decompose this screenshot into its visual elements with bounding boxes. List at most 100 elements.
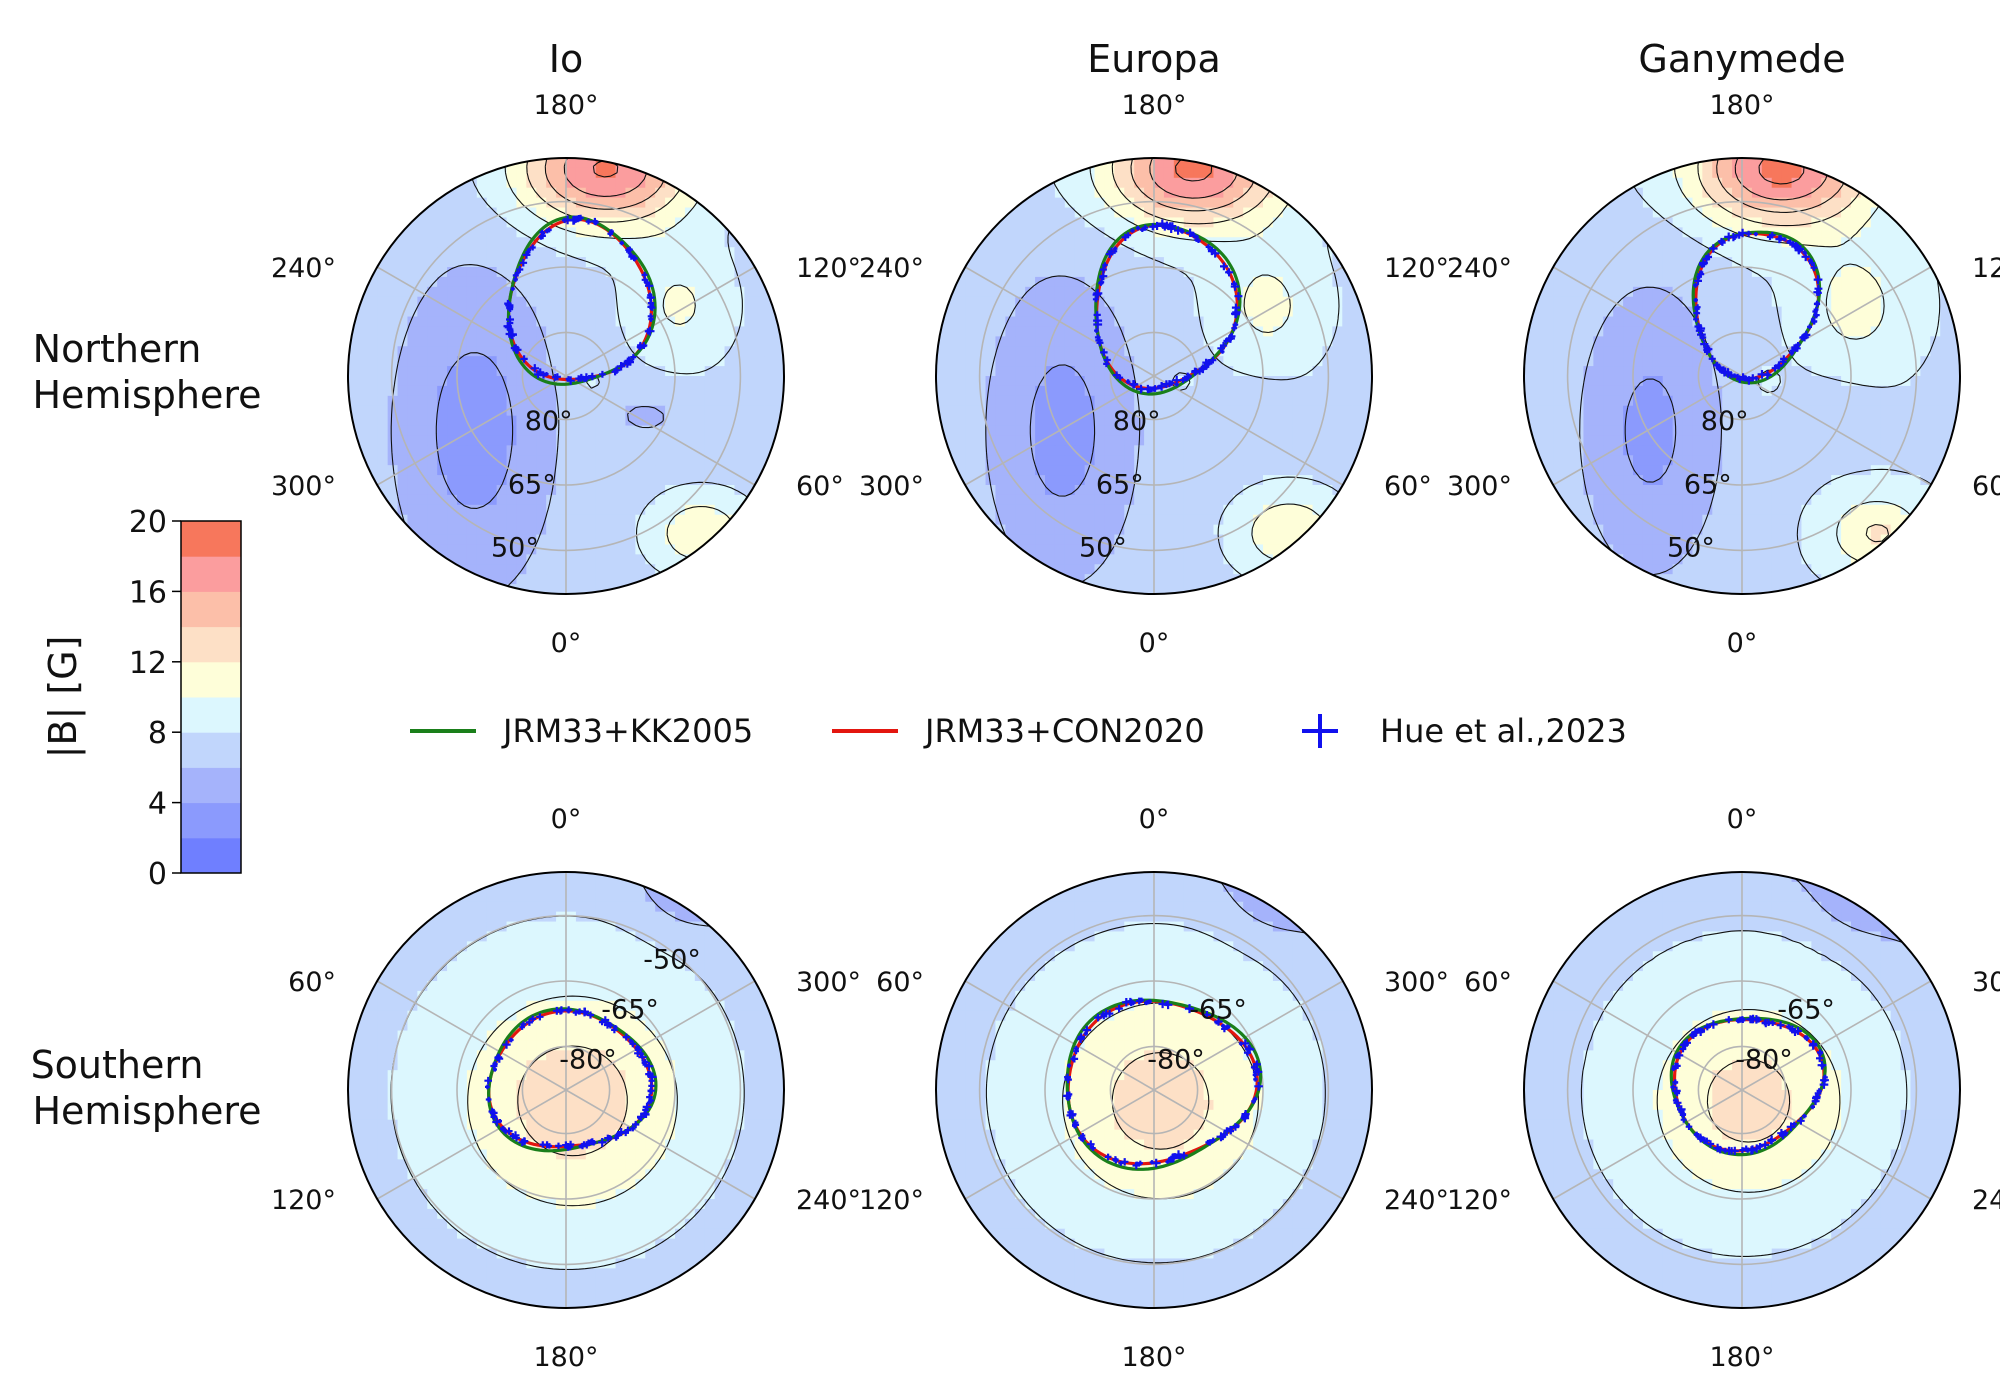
- hue-2023-point: [1105, 250, 1114, 258]
- hue-2023-point: [1064, 1093, 1070, 1099]
- hue-2023-point: [1775, 235, 1784, 244]
- hue-2023-point: [580, 1007, 589, 1016]
- hue-2023-point: [1125, 379, 1131, 384]
- hue-2023-point: [1698, 261, 1705, 268]
- hue-2023-point: [1700, 340, 1709, 349]
- angle-label-lower-right: 60°: [796, 471, 844, 502]
- angle-label-upper-left: 60°: [876, 967, 924, 998]
- hue-2023-point: [1099, 274, 1105, 281]
- angle-label-top: 180°: [1709, 90, 1774, 121]
- hue-2023-point: [1694, 277, 1702, 285]
- footprint-ovals: [503, 214, 657, 386]
- hue-2023-point: [1185, 228, 1195, 237]
- hue-2023-point: [1681, 1040, 1689, 1049]
- hue-2023-point: [510, 344, 518, 352]
- hue-2023-point: [519, 1024, 525, 1030]
- hue-2023-point: [1745, 230, 1752, 237]
- longitude-spoke: [964, 980, 1155, 1091]
- hue-2023-point: [634, 1046, 643, 1054]
- hue-2023-point: [508, 1037, 514, 1043]
- hue-2023-point: [1735, 231, 1743, 239]
- hue-2023-point: [516, 266, 524, 273]
- hue-2023-point: [1193, 368, 1200, 375]
- ring-label: 50°: [1667, 533, 1715, 564]
- hue-2023-point: [1099, 266, 1107, 273]
- ring-label: -50°: [643, 944, 701, 975]
- ring-labels: 80° 65° 50°: [1667, 406, 1749, 563]
- hue-2023-point: [1146, 386, 1153, 393]
- hue-2023-point: [632, 1120, 640, 1129]
- hue-2023-point: [1203, 1011, 1211, 1019]
- polar-grid: [376, 872, 756, 1308]
- hue-2023-point: [1250, 1064, 1257, 1071]
- hue-2023-point: [1801, 252, 1810, 262]
- hue-2023-point: [1132, 1161, 1140, 1170]
- hue-2023-point: [1253, 1077, 1258, 1082]
- ring-labels: 80° 65° 50°: [491, 406, 573, 563]
- hue-2023-point: [1139, 997, 1144, 1003]
- hue-2023-point: [1210, 249, 1220, 258]
- hue-2023-point: [1802, 250, 1807, 255]
- hue-2023-point: [1158, 219, 1167, 228]
- hue-2023-point: [1725, 1016, 1733, 1024]
- hue-2023-point: [1704, 253, 1712, 261]
- contour-field: [348, 872, 784, 1308]
- ring-label: 65°: [508, 469, 556, 500]
- angle-label-lower-left: 120°: [1447, 1185, 1512, 1216]
- hue-2023-point: [1227, 1127, 1234, 1135]
- contour-line: [544, 158, 667, 210]
- angle-label-top: 180°: [533, 90, 598, 121]
- hue-2023-point: [557, 1008, 564, 1015]
- hue-2023-point: [519, 259, 528, 267]
- hue-2023-point: [1708, 355, 1716, 363]
- longitude-spoke: [1153, 1089, 1344, 1200]
- legend-label-con2020: JRM33+CON2020: [923, 712, 1205, 750]
- legend-label-kk2005: JRM33+KK2005: [501, 712, 753, 750]
- hue-2023-point: [628, 253, 635, 260]
- hue-2023-point: [1714, 361, 1720, 368]
- angle-label-bottom: 0°: [1139, 628, 1170, 659]
- hue-2023-point: [1672, 1079, 1679, 1086]
- hue-2023-point: [604, 1021, 612, 1029]
- hue-2023-point: [1786, 239, 1791, 244]
- angle-label-bottom: 180°: [533, 1342, 598, 1373]
- angle-label-lower-left: 120°: [859, 1185, 924, 1216]
- hue-2023-point: [1709, 1020, 1718, 1029]
- angle-label-upper-left: 240°: [859, 253, 924, 284]
- hue-2023-point: [1220, 262, 1228, 271]
- hue-2023-point: [1812, 1094, 1821, 1103]
- footprint-ovals: [1691, 228, 1823, 385]
- hue-2023-point: [1254, 1082, 1263, 1091]
- hue-2023-point: [1813, 311, 1820, 319]
- hue-2023-point: [644, 279, 650, 286]
- hue-2023-point: [1670, 1084, 1676, 1090]
- hue-2023-point: [1695, 326, 1705, 336]
- hue-2023-point: [1694, 304, 1701, 311]
- footprint-ovals: [1092, 219, 1243, 396]
- footprint-ovals: [1669, 1014, 1829, 1157]
- hue-2023-point: [1113, 246, 1118, 251]
- panel-frame: [347, 871, 785, 1309]
- hue-2023-point: [1748, 1145, 1757, 1155]
- hue-2023-point: [1809, 1040, 1818, 1048]
- hue-2023-point: [1214, 1017, 1223, 1026]
- hue-2023-point: [646, 1100, 652, 1105]
- angle-label-lower-left: 120°: [271, 1185, 336, 1216]
- hue-2023-point: [1693, 309, 1701, 317]
- hue-2023-point: [1693, 316, 1699, 323]
- contour-field: [936, 872, 1372, 1308]
- angle-labels: 0° 180° 60° 300° 120° 240°: [1447, 804, 2000, 1373]
- angle-label-top: 0°: [1139, 804, 1170, 835]
- polar-grid: [1552, 158, 1932, 594]
- colorbar-swatch: [181, 556, 241, 592]
- angle-label-lower-right: 60°: [1972, 471, 2000, 502]
- colorbar-swatch: [181, 802, 241, 839]
- hue-2023-point: [593, 219, 599, 226]
- hue-2023-point: [601, 1016, 610, 1024]
- angle-label-upper-right: 120°: [796, 253, 861, 284]
- hue-2023-point: [1232, 308, 1241, 317]
- angle-label-bottom: 0°: [551, 628, 582, 659]
- longitude-spoke: [1741, 1089, 1932, 1200]
- hue-2023-point: [1761, 1140, 1770, 1149]
- hue-2023-point: [644, 328, 652, 335]
